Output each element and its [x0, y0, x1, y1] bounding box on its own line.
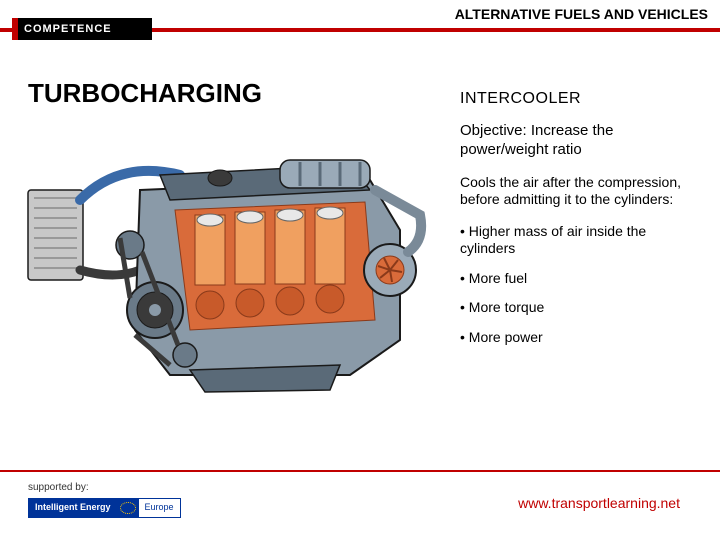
hose-bottom — [80, 270, 140, 275]
oil-pan — [190, 365, 340, 392]
ie-badge-right: Europe — [139, 499, 180, 517]
content-description: Cools the air after the compression, bef… — [460, 174, 700, 209]
bullet-item: • More power — [460, 329, 700, 347]
ie-badge-left: Intelligent Energy — [29, 499, 117, 517]
competence-badge: COMPETENCE — [12, 18, 152, 40]
bullet-item: • More fuel — [460, 270, 700, 288]
eu-flag-icon — [117, 499, 139, 517]
competence-badge-text: COMPETENCE — [24, 23, 112, 35]
content-objective: Objective: Increase the power/weight rat… — [460, 122, 700, 160]
intercooler-icon — [28, 190, 83, 280]
content-heading: INTERCOOLER — [460, 90, 700, 108]
supported-by-label: supported by: — [28, 482, 89, 493]
footer-line — [0, 470, 720, 472]
engine-cutaway-svg — [20, 120, 430, 400]
footer-url: www.transportlearning.net — [518, 495, 680, 511]
content-column: INTERCOOLER Objective: Increase the powe… — [460, 90, 700, 358]
intelligent-energy-badge: Intelligent Energy Europe — [28, 498, 181, 518]
engine-cutaway-interior — [175, 202, 375, 330]
header-bar: COMPETENCE ALTERNATIVE FUELS AND VEHICLE… — [0, 28, 720, 50]
bullet-item: • Higher mass of air inside the cylinder… — [460, 223, 700, 258]
bullet-item: • More torque — [460, 299, 700, 317]
header-topic: ALTERNATIVE FUELS AND VEHICLES — [455, 6, 708, 22]
engine-illustration — [20, 120, 430, 400]
slide-title: TURBOCHARGING — [28, 78, 262, 109]
